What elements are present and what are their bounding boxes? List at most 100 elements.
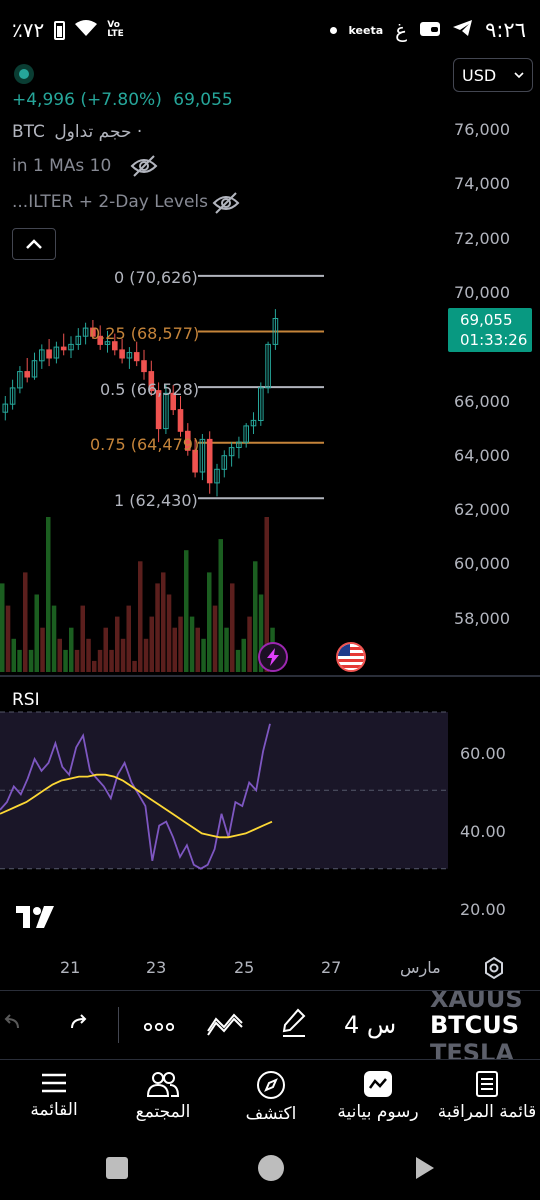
candle-up <box>9 387 16 405</box>
volume-bar <box>126 605 131 672</box>
volume-bar <box>264 517 269 672</box>
volume-bar <box>80 605 85 672</box>
currency-select[interactable]: USD <box>453 58 533 92</box>
battery-icon <box>54 20 66 40</box>
menu-icon <box>42 1073 66 1093</box>
candle-up <box>2 403 9 413</box>
price-axis-label: 74,000 <box>454 174 510 193</box>
more-options-icon[interactable] <box>143 1017 175 1036</box>
volume-legend-row[interactable]: BTC حجم تداول · <box>12 122 142 142</box>
price-change-row: +4,996 (+7.80%) 69,055 <box>12 90 233 110</box>
collapse-legend-button[interactable] <box>12 228 56 260</box>
volume-bar <box>23 572 28 672</box>
rsi-axis-label: 60.00 <box>460 744 506 763</box>
volume-bar <box>17 649 22 672</box>
battery-percent: ٪٧٢ <box>12 18 45 42</box>
fib-level-label[interactable]: 0 (70,626) <box>114 268 198 287</box>
volume-bar <box>230 583 235 672</box>
date-axis-label: 21 <box>60 958 81 977</box>
lightning-event-icon[interactable] <box>258 642 288 672</box>
candle-up <box>126 352 133 359</box>
candle-down <box>90 327 96 337</box>
candle-down <box>60 346 67 351</box>
fib-level-label[interactable]: 0.75 (64,479) <box>90 435 200 454</box>
trend-line-tool-icon[interactable] <box>206 1009 244 1041</box>
volume-bar <box>92 660 97 672</box>
back-button[interactable] <box>414 1155 436 1185</box>
levels-legend-row[interactable]: ...ILTER + 2-Day Levels <box>12 192 208 212</box>
candle-down <box>97 335 104 345</box>
price-axis-label: 72,000 <box>454 229 510 248</box>
volume-bar <box>207 572 212 672</box>
candle-up <box>75 335 82 345</box>
symbol-item[interactable]: XAUUS <box>430 991 523 1013</box>
rsi-title[interactable]: RSI <box>12 690 40 710</box>
date-axis-label: مارس <box>400 958 441 977</box>
volume-symbol: BTC <box>12 122 45 142</box>
price-axis-label: 70,000 <box>454 283 510 302</box>
last-price-tag: 69,055 01:33:26 <box>448 308 532 352</box>
ma-visibility-eye-off-icon[interactable] <box>130 154 158 182</box>
compass-icon <box>257 1071 285 1099</box>
pane-separator[interactable] <box>0 675 540 677</box>
volume-bar <box>69 627 74 672</box>
candle-down <box>177 409 184 432</box>
price-axis-label: 60,000 <box>454 554 510 573</box>
interval-label[interactable]: 4 س <box>344 1011 397 1039</box>
fib-level-label[interactable]: 1 (62,430) <box>114 491 198 510</box>
candle-down <box>148 371 155 392</box>
price-axis-label: 62,000 <box>454 500 510 519</box>
chart-settings-icon[interactable] <box>482 956 506 984</box>
volume-bar <box>235 649 241 672</box>
chevron-up-icon <box>26 239 42 249</box>
candle-down <box>141 360 147 373</box>
candle-down <box>112 341 118 351</box>
symbol-scroller[interactable]: XAUUS BTCUS TESLA <box>428 991 540 1059</box>
volume-bar <box>97 649 103 672</box>
volume-bar <box>63 649 68 672</box>
price-axis-label: 58,000 <box>454 609 510 628</box>
tab-charts-label: رسوم بيانية <box>337 1102 419 1122</box>
volume-bar <box>195 627 200 672</box>
price-axis-label: 64,000 <box>454 446 510 465</box>
candle-up <box>53 346 60 359</box>
telegram-icon <box>453 18 473 42</box>
rsi-chart[interactable] <box>0 680 540 950</box>
price-chart[interactable] <box>0 0 540 680</box>
fib-level-label[interactable]: 0.25 (68,577) <box>90 324 200 343</box>
candle-up <box>31 360 38 378</box>
tab-community[interactable]: المجتمع <box>118 1070 208 1122</box>
tab-menu[interactable]: القائمة <box>14 1070 94 1120</box>
us-flag-event-icon[interactable] <box>336 642 366 672</box>
volume-bar <box>51 605 57 672</box>
candle-up <box>258 387 264 421</box>
tab-watchlist[interactable]: قائمة المراقبة <box>434 1070 540 1122</box>
volume-bar <box>132 660 137 672</box>
candle-down <box>206 438 213 484</box>
recents-button[interactable] <box>106 1157 128 1179</box>
undo-icon[interactable] <box>2 1013 22 1037</box>
brush-tool-icon[interactable] <box>280 1007 308 1043</box>
bottom-tab-bar: قائمة المراقبة رسوم بيانية اكتشف المجتمع… <box>0 1062 540 1132</box>
candle-up <box>236 441 242 449</box>
candle-down <box>119 349 125 359</box>
volume-bar <box>5 605 11 672</box>
chart-icon <box>364 1071 392 1097</box>
symbol-item-active[interactable]: BTCUS <box>430 1011 520 1039</box>
symbol-item[interactable]: TESLA <box>430 1039 514 1059</box>
volume-bar <box>74 649 80 672</box>
candle-down <box>170 392 176 411</box>
levels-visibility-eye-off-icon[interactable] <box>212 191 240 219</box>
tab-discover[interactable]: اكتشف <box>226 1070 316 1124</box>
volume-bar <box>40 627 45 672</box>
android-nav-bar <box>0 1140 540 1200</box>
fib-level-label[interactable]: 0.5 (66,528) <box>100 380 199 399</box>
candle-up <box>82 327 89 337</box>
redo-icon[interactable] <box>68 1013 90 1037</box>
home-button[interactable] <box>258 1155 284 1181</box>
volume-bar <box>212 605 218 672</box>
tab-menu-label: القائمة <box>30 1100 78 1120</box>
price-axis-label: 66,000 <box>454 392 510 411</box>
ma-legend-row[interactable]: in 1 MAs 10 <box>12 156 111 176</box>
tab-charts[interactable]: رسوم بيانية <box>326 1070 430 1122</box>
